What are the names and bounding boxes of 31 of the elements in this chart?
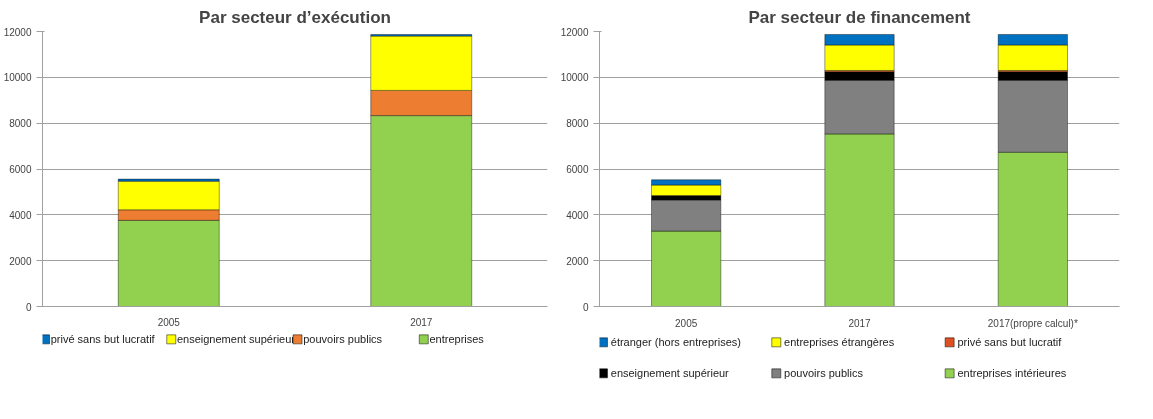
y-tick-label: 0: [582, 301, 589, 313]
y-tick-label: 8000: [9, 118, 32, 130]
y-tick-label: 4000: [566, 209, 589, 221]
y-tick-label: 6000: [566, 164, 589, 175]
y-tick-label: 6000: [9, 164, 32, 175]
legend-label: privé sans but lucratif: [50, 333, 156, 346]
chart-title: Par secteur de financement: [748, 7, 971, 27]
y-tick-label: 8000: [566, 118, 589, 130]
legend-label: privé sans but lucratif: [957, 336, 1063, 349]
y-tick-label: 2000: [566, 255, 589, 267]
legend-label: pouvoirs publics: [303, 333, 383, 346]
y-tick-label: 10000: [3, 72, 32, 84]
x-tick-label: 2017(propre calcul)*: [987, 317, 1078, 329]
chart-title: Par secteur d’exécution: [199, 7, 391, 27]
legend-label: entreprises: [429, 333, 485, 346]
y-tick-label: 0: [25, 301, 32, 313]
x-tick-label: 2005: [675, 317, 698, 329]
legend-label: enseignement supérieur: [610, 367, 730, 380]
y-tick-label: 10000: [560, 72, 589, 84]
x-tick-label: 2005: [157, 316, 181, 328]
legend-label: pouvoirs publics: [784, 367, 864, 380]
y-tick-label: 12000: [3, 26, 32, 38]
y-tick-label: 4000: [9, 209, 32, 221]
y-tick-label: 2000: [9, 255, 32, 267]
legend-label: étranger (hors entreprises): [610, 336, 741, 349]
x-tick-label: 2017: [410, 316, 433, 328]
legend-label: entreprises étrangères: [784, 336, 895, 349]
legend-label: entreprises intérieures: [957, 367, 1067, 380]
y-tick-label: 12000: [560, 26, 589, 38]
x-tick-label: 2017: [848, 317, 872, 329]
legend-label: enseignement supérieur: [176, 333, 296, 346]
